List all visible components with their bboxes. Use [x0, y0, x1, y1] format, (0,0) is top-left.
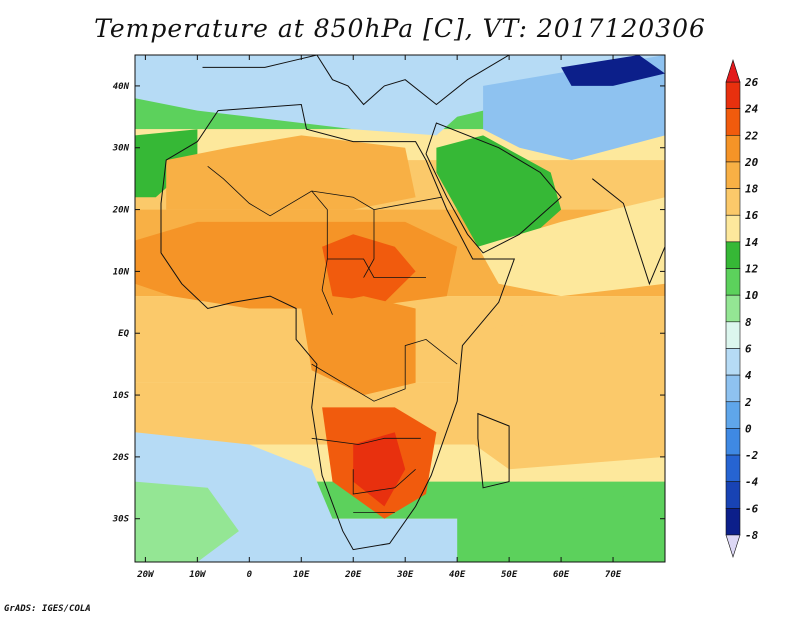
lon-tick-label: 20E: [344, 570, 362, 580]
colorbar-label: -6: [745, 502, 759, 515]
colorbar-swatch: [725, 268, 741, 296]
colorbar-swatch: [725, 481, 741, 509]
africa-coastline: [160, 103, 516, 551]
colorbar-label: 6: [745, 342, 752, 355]
page-title: Temperature at 850hPa [C], VT: 201712030…: [94, 14, 706, 43]
region-mediterranean: [135, 55, 665, 136]
country-border-6: [352, 469, 416, 495]
colorbar-label: -4: [745, 476, 759, 489]
colorbar-swatch: [725, 161, 741, 189]
lat-tick-label: 20S: [112, 453, 130, 463]
colorbar-under-arrow: [725, 534, 741, 558]
lat-tick-label: 10N: [113, 267, 130, 277]
lat-tick-label: 30N: [112, 144, 130, 154]
country-border-3: [327, 258, 426, 278]
colorbar-swatch: [725, 81, 741, 109]
colorbar-label: -2: [745, 449, 759, 462]
lat-tick-label: 20N: [112, 206, 130, 216]
region-indian-ocean-tropics: [446, 320, 665, 470]
country-border-2: [373, 196, 442, 210]
colorbar-label: 12: [745, 263, 759, 276]
region-arabian-sea: [477, 197, 665, 297]
europe-coastline: [202, 55, 510, 106]
region-south-atlantic-cool-core: [135, 481, 239, 562]
map-frame: [134, 54, 666, 563]
colorbar-swatch: [725, 454, 741, 483]
colorbar-swatch: [725, 214, 741, 243]
colorbar-swatch: [725, 241, 741, 269]
colorbar-swatch: [725, 374, 741, 403]
colorbar-swatch: [725, 401, 741, 429]
colorbar-label: 24: [744, 103, 759, 116]
colorbar-label: 26: [744, 76, 759, 89]
colorbar-swatch: [725, 134, 741, 163]
region-south-indian-cool: [457, 494, 665, 562]
colorbar-swatch: [725, 108, 741, 136]
lon-tick-label: 70E: [605, 570, 622, 580]
arabia-coastline: [425, 122, 562, 254]
colorbar-label: -8: [745, 529, 759, 542]
madagascar-coastline: [477, 412, 510, 489]
colorbar-swatch: [725, 321, 741, 349]
lon-tick-label: 50E: [501, 570, 518, 580]
region-arabian-peninsula: [436, 135, 562, 247]
lat-tick-label: EQ: [118, 329, 129, 339]
colorbar-label: 20: [744, 156, 759, 169]
lon-tick-label: 30E: [396, 570, 414, 580]
colorbar-label: 18: [745, 183, 759, 196]
colorbar-swatch: [725, 188, 741, 216]
colorbar-swatch: [725, 428, 741, 456]
lon-tick-label: 0: [247, 570, 253, 580]
region-north-sahara: [166, 135, 416, 210]
lon-tick-label: 10W: [189, 570, 207, 580]
grads-credit: GrADS: IGES/COLA: [4, 604, 91, 614]
lat-tick-label: 30S: [112, 515, 130, 525]
colorbar-swatch: [725, 294, 741, 323]
india-coastline: [591, 178, 665, 286]
colorbar-swatch: [725, 508, 741, 536]
country-border-4: [311, 338, 458, 402]
colorbar-label: 22: [744, 129, 759, 142]
region-central-asia-cold: [561, 55, 665, 86]
lon-tick-label: 10E: [293, 570, 310, 580]
colorbar-label: 16: [745, 209, 759, 222]
country-border-5: [311, 437, 421, 445]
colorbar-swatch: [725, 348, 741, 376]
colorbar-over-arrow: [725, 59, 741, 83]
colorbar-label: 0: [745, 422, 752, 435]
colorbar-label: 8: [745, 316, 752, 329]
colorbar-label: 4: [745, 369, 752, 382]
temperature-field: [135, 55, 665, 562]
region-congo-basin: [301, 296, 416, 396]
lat-tick-label: 40N: [113, 82, 130, 92]
lon-tick-label: 60E: [553, 570, 570, 580]
lat-tick-label: 10S: [113, 391, 130, 401]
colorbar-label: 10: [745, 289, 759, 302]
lon-tick-label: 40E: [449, 570, 466, 580]
colorbar-label: 14: [745, 236, 759, 249]
colorbar-label: 2: [744, 396, 752, 409]
lon-tick-label: 20W: [136, 570, 155, 580]
